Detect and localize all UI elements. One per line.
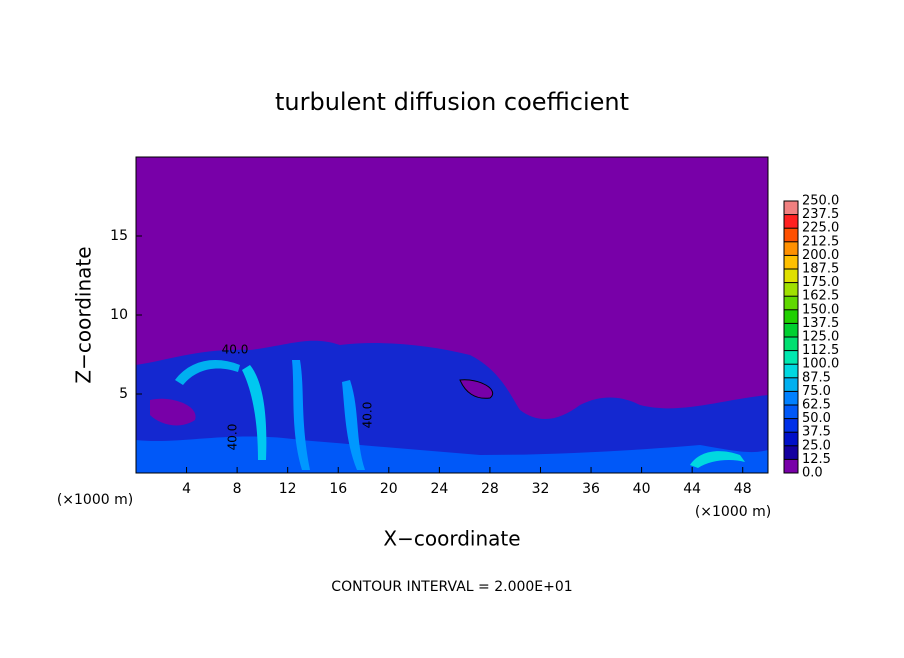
colorbar-label: 37.5	[802, 425, 831, 440]
chart-title: turbulent diffusion coefficient	[275, 88, 629, 116]
x-tick-label: 24	[430, 481, 448, 497]
colorbar-segment	[784, 309, 798, 324]
colorbar-label: 150.0	[802, 302, 839, 317]
colorbar-label: 187.5	[802, 262, 839, 277]
y-tick-label: 5	[119, 386, 128, 402]
x-unit-label: (×1000 m)	[695, 504, 771, 520]
colorbar-label: 250.0	[802, 194, 839, 209]
y-tick-label: 15	[110, 228, 128, 244]
x-tick-label: 40	[633, 481, 651, 497]
colorbar-label: 87.5	[802, 370, 831, 385]
field	[136, 340, 768, 473]
colorbar-segment	[784, 282, 798, 297]
colorbar-label: 212.5	[802, 234, 839, 249]
field-region	[342, 380, 365, 470]
colorbar-segment	[784, 364, 798, 378]
colorbar-segment	[784, 445, 798, 460]
contour-label: 40.0	[361, 402, 375, 429]
x-tick-label: 32	[532, 481, 550, 497]
field-region	[459, 379, 493, 399]
x-tick-label: 16	[329, 481, 347, 497]
x-axis-label: X−coordinate	[383, 527, 520, 551]
colorbar-segment	[784, 337, 798, 351]
colorbar-label: 0.0	[802, 466, 823, 481]
x-tick-label: 44	[683, 481, 701, 497]
y-tick-label: 10	[110, 307, 128, 323]
colorbar-segment	[784, 241, 798, 256]
colorbar-label: 225.0	[802, 221, 839, 236]
colorbar-label: 75.0	[802, 384, 831, 399]
colorbar-segment	[784, 418, 798, 433]
colorbar-segment	[784, 214, 798, 229]
colorbar-segment	[784, 201, 798, 215]
field-region	[242, 365, 267, 460]
colorbar-label: 25.0	[802, 438, 831, 453]
colorbar-segment	[784, 269, 798, 283]
field-region	[292, 360, 310, 470]
colorbar-segment	[784, 296, 798, 310]
x-tick-label: 48	[734, 481, 752, 497]
y-axis-label: Z−coordinate	[72, 246, 96, 383]
colorbar-segment	[784, 228, 798, 242]
field-region	[690, 451, 745, 468]
colorbar-segment	[784, 255, 798, 269]
colorbar-label: 200.0	[802, 248, 839, 263]
colorbar-label: 237.5	[802, 207, 839, 222]
colorbar-label: 100.0	[802, 357, 839, 372]
colorbar-label: 137.5	[802, 316, 839, 331]
x-tick-label: 12	[279, 481, 297, 497]
colorbar-segment	[784, 405, 798, 419]
colorbar-segment	[784, 391, 798, 405]
x-tick-label: 36	[582, 481, 600, 497]
field-region	[150, 398, 196, 426]
field-region	[136, 436, 768, 473]
contour-label: 40.0	[226, 424, 240, 451]
colorbar-segment	[784, 323, 798, 337]
colorbar-label: 50.0	[802, 411, 831, 426]
footer-note: CONTOUR INTERVAL = 2.000E+01	[331, 579, 572, 595]
colorbar-label: 175.0	[802, 275, 839, 290]
x-tick-label: 20	[380, 481, 398, 497]
x-tick-label: 4	[182, 481, 191, 497]
colorbar-label: 12.5	[802, 452, 831, 467]
colorbar-segment	[784, 432, 798, 446]
x-tick-label: 28	[481, 481, 499, 497]
x-tick-label: 8	[233, 481, 242, 497]
colorbar-segment	[784, 377, 798, 392]
colorbar-segment	[784, 459, 798, 473]
x-unit-label: (×1000 m)	[57, 492, 133, 508]
colorbar-label: 125.0	[802, 330, 839, 345]
colorbar-segment	[784, 350, 798, 365]
colorbar-label: 112.5	[802, 343, 839, 358]
field-region	[175, 360, 240, 385]
contour-label: 40.0	[222, 343, 249, 357]
colorbar-label: 162.5	[802, 289, 839, 304]
colorbar-label: 62.5	[802, 398, 831, 413]
